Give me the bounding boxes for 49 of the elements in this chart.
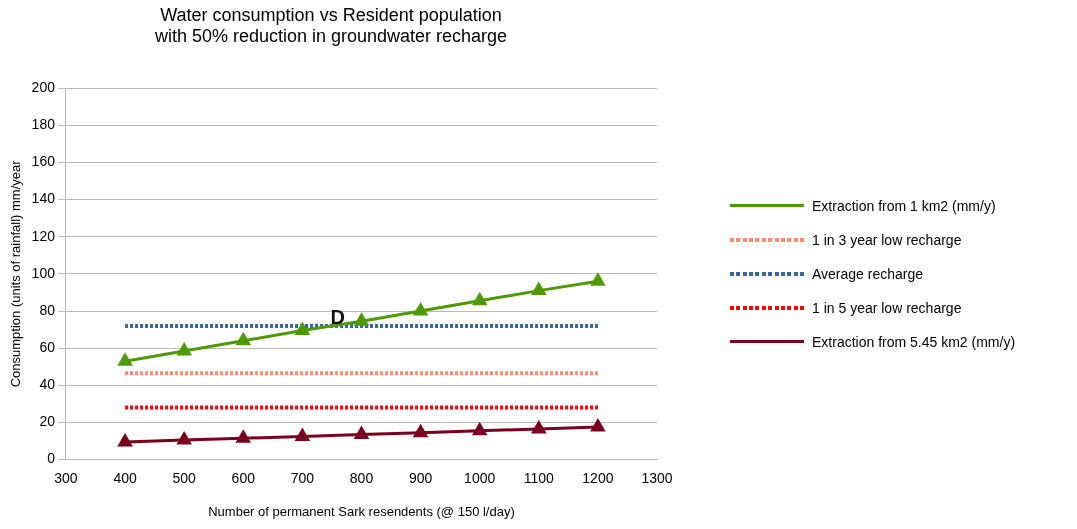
y-tick-label: 100 xyxy=(31,264,56,281)
point xyxy=(354,313,369,326)
point xyxy=(354,427,369,440)
point xyxy=(118,353,132,366)
point xyxy=(532,283,546,296)
point xyxy=(413,425,428,438)
y-tick-label: 140 xyxy=(31,190,56,207)
point xyxy=(118,434,132,447)
x-tick-label: 1000 xyxy=(464,469,496,486)
point xyxy=(472,293,487,306)
point xyxy=(413,303,428,316)
x-axis-title: Number of permanent Sark resendents (@ 150 l/day) xyxy=(208,503,515,519)
x-tick-label: 800 xyxy=(349,469,374,486)
y-tick-label: 160 xyxy=(31,153,56,170)
y-axis-title: Consumption (units of rainfall) mm/year xyxy=(8,159,24,388)
legend-label: Extraction from 1 km2 (mm/y) xyxy=(812,197,996,214)
y-tick-label: 120 xyxy=(31,227,56,244)
x-tick-label: 700 xyxy=(290,469,315,486)
legend-label: Average recharge xyxy=(812,265,924,282)
chart-title: Water consumption vs Resident population with 50% reduction in groundwater recharge xyxy=(153,4,508,47)
x-tick-label: 300 xyxy=(54,469,78,486)
point xyxy=(591,419,605,432)
y-tick-label: 60 xyxy=(39,339,56,356)
y-tick-label: 80 xyxy=(39,301,56,318)
y-tick-label: 180 xyxy=(31,116,56,133)
point xyxy=(236,333,250,346)
x-tick-label: 900 xyxy=(408,469,433,486)
legend-label: 1 in 5 year low recharge xyxy=(812,299,962,316)
y-tick-label: 40 xyxy=(39,376,56,393)
point xyxy=(236,430,250,443)
point xyxy=(177,343,191,356)
x-tick-label: 1200 xyxy=(582,469,614,486)
y-tick-label: 0 xyxy=(47,450,56,467)
point xyxy=(591,273,605,286)
y-tick-label: 20 xyxy=(39,413,56,430)
point xyxy=(177,432,191,445)
legend-label: 1 in 3 year low recharge xyxy=(812,231,962,248)
x-tick-label: 1100 xyxy=(523,469,555,486)
y-tick-label: 200 xyxy=(31,79,56,96)
annotation: D xyxy=(330,305,346,328)
x-tick-label: 600 xyxy=(231,469,256,486)
point xyxy=(472,423,487,436)
legend-label: Extraction from 5.45 km2 (mm/y) xyxy=(812,333,1016,350)
x-tick-label: 400 xyxy=(113,469,137,486)
point xyxy=(532,421,546,434)
point xyxy=(295,428,310,441)
x-tick-label: 1300 xyxy=(641,469,673,486)
point xyxy=(295,323,310,336)
x-tick-label: 500 xyxy=(172,469,197,486)
